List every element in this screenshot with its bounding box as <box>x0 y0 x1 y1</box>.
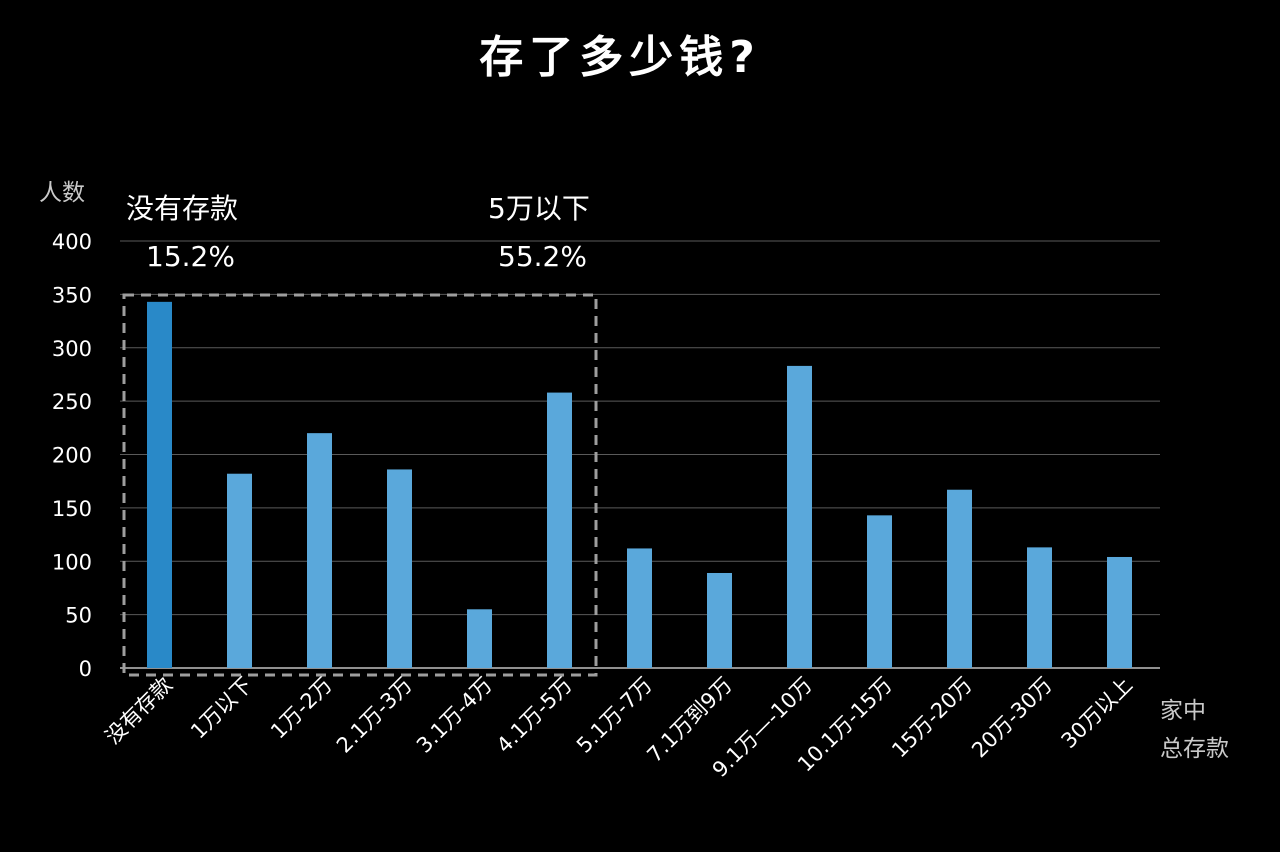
y-tick-label: 100 <box>52 550 92 574</box>
bar <box>307 433 332 668</box>
x-axis-label-line-1: 家中 <box>1160 698 1206 724</box>
annotation-under-5wan-value: 55.2% <box>498 240 587 273</box>
bar <box>1107 556 1132 668</box>
x-tick-label: 20万-30万 <box>967 673 1057 763</box>
y-tick-label: 350 <box>52 283 92 307</box>
x-tick-label: 1万以下 <box>186 673 257 744</box>
y-axis-label: 人数 <box>39 180 85 206</box>
bar <box>1027 547 1052 668</box>
y-tick-label: 250 <box>52 390 92 414</box>
bar <box>227 473 252 668</box>
gridlines <box>120 240 1160 669</box>
bars <box>147 301 1132 668</box>
bar <box>387 469 412 668</box>
x-tick-label: 3.1万-4万 <box>412 673 497 758</box>
x-tick-label: 5.1万-7万 <box>572 673 657 758</box>
x-tick-label: 30万以上 <box>1057 673 1137 753</box>
y-tick-label: 0 <box>79 657 92 681</box>
highlight-box <box>122 293 598 677</box>
bar <box>547 392 572 668</box>
x-tick-label: 2.1万-3万 <box>332 673 417 758</box>
bar <box>627 548 652 668</box>
y-tick-label: 150 <box>52 497 92 521</box>
bar <box>867 515 892 668</box>
bar <box>947 489 972 668</box>
bar <box>467 609 492 668</box>
x-tick-label: 1万-2万 <box>266 673 337 744</box>
y-tick-label: 50 <box>65 604 92 628</box>
y-tick-labels: 0 50 100 150 200 250 300 350 400 <box>52 230 92 681</box>
x-tick-labels: 没有存款 1万以下 1万-2万2.1万-3万3.1万-4万4.1万-5万5.1万-7… <box>101 673 1137 782</box>
x-tick-label: 4.1万-5万 <box>492 673 577 758</box>
y-tick-label: 200 <box>52 444 92 468</box>
annotation-no-savings-label: 没有存款 <box>126 192 238 225</box>
bar <box>147 301 172 668</box>
annotation-no-savings-value: 15.2% <box>146 240 235 273</box>
y-tick-label: 400 <box>52 230 92 254</box>
x-tick-label: 15万-20万 <box>887 673 977 763</box>
y-tick-label: 300 <box>52 337 92 361</box>
x-axis-label-line-2: 总存款 <box>1160 736 1229 762</box>
chart-title: 存了多少钱? <box>479 32 761 83</box>
bar <box>707 572 732 668</box>
annotation-under-5wan-label: 5万以下 <box>488 192 590 225</box>
x-tick-label: 没有存款 <box>101 673 177 749</box>
bar <box>787 365 812 668</box>
